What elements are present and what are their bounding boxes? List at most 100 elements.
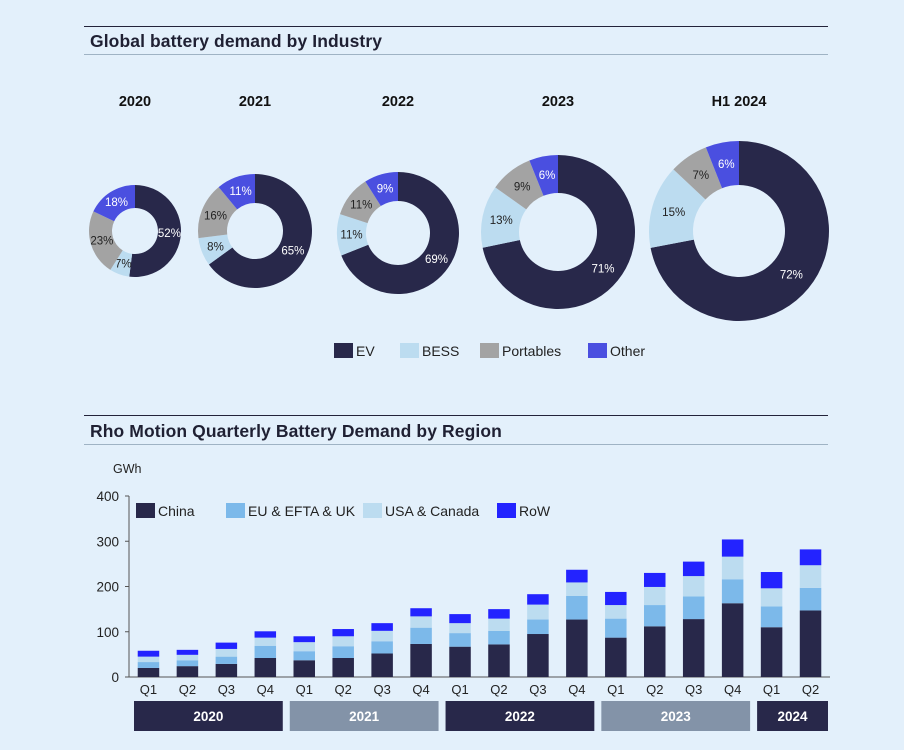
x-tick-label: Q3 [373, 682, 390, 697]
bar-segment-eu-efta-uk [410, 627, 432, 644]
legend-swatch-usa-canada [363, 503, 382, 518]
bar-segment-usa-canada [254, 637, 277, 646]
donut-year-label: 2022 [382, 94, 414, 110]
donut-slice-ev [482, 155, 635, 309]
bar-segment-china [176, 666, 199, 677]
bar-segment-eu-efta-uk [176, 660, 199, 667]
bar-segment-eu-efta-uk [527, 619, 549, 635]
bar-segment-usa-canada [176, 654, 199, 661]
bar-segment-eu-efta-uk [799, 587, 822, 611]
donut-slice-other [365, 172, 398, 206]
donut-slice-bess [110, 250, 133, 277]
donut-slice-portables [89, 211, 123, 270]
bar-segment-eu-efta-uk [682, 596, 705, 620]
donut-year-label: H1 2024 [712, 94, 767, 110]
year-group-box [289, 701, 439, 731]
legend-label-other: Other [610, 343, 645, 359]
bar-segment-eu-efta-uk [137, 662, 160, 668]
donut-data-label: 8% [207, 242, 224, 254]
donut-slice-portables [339, 181, 381, 224]
top-section-rule [84, 26, 828, 27]
donut-data-label: 71% [592, 264, 615, 276]
bar-segment-usa-canada [527, 604, 549, 620]
x-tick-label: Q3 [685, 682, 702, 697]
donut-slice-ev [129, 185, 182, 277]
bar-segment-usa-canada [644, 586, 666, 606]
legend-label-china: China [158, 503, 195, 519]
year-group-box [601, 701, 751, 731]
donut-data-label: 18% [105, 197, 128, 209]
donut-data-label: 11% [350, 199, 372, 211]
bar-segment-china [566, 619, 588, 677]
donut-slice-bess [480, 187, 527, 248]
bar-segment-usa-canada [449, 623, 471, 634]
y-tick-label: 400 [96, 489, 119, 504]
donut-data-label: 16% [204, 210, 227, 222]
bar-segment-china [254, 657, 277, 677]
legend-label-row: RoW [519, 503, 551, 519]
bar-segment-usa-canada [605, 605, 627, 619]
bar-segment-usa-canada [721, 556, 744, 580]
legend-swatch-portables [480, 343, 499, 358]
bar-segment-eu-efta-uk [488, 630, 510, 645]
x-tick-label: Q4 [412, 682, 429, 697]
y-tick-label: 300 [96, 534, 119, 549]
bar-segment-china [371, 653, 393, 677]
x-tick-label: Q4 [257, 682, 274, 697]
bar-segment-usa-canada [215, 648, 238, 657]
x-tick-label: Q1 [140, 682, 157, 697]
donut-data-label: 15% [662, 207, 685, 219]
bar-segment-eu-efta-uk [605, 618, 627, 638]
x-tick-label: Q2 [490, 682, 507, 697]
donut-slice-portables [673, 147, 723, 200]
bar-segment-china [488, 644, 510, 677]
bar-segment-row [137, 650, 160, 657]
bar-segment-row [254, 631, 277, 638]
bar-segment-usa-canada [293, 642, 315, 652]
bar-segment-usa-canada [682, 576, 705, 597]
donut-slice-other [529, 155, 558, 196]
bar-segment-usa-canada [371, 630, 393, 642]
donut-data-label: 72% [780, 269, 803, 281]
bar-segment-china [721, 603, 744, 677]
donut-data-label: 6% [539, 170, 556, 182]
x-tick-label: Q4 [568, 682, 585, 697]
y-tick-label: 200 [96, 580, 119, 595]
bar-segment-china [760, 627, 783, 677]
bar-segment-eu-efta-uk [215, 656, 238, 664]
bar-segment-row [215, 642, 238, 649]
bar-segment-usa-canada [799, 565, 822, 588]
donut-slice-bess [336, 214, 369, 256]
legend-swatch-china [136, 503, 155, 518]
bar-segment-eu-efta-uk [371, 641, 393, 654]
donut-slice-other [705, 141, 739, 189]
bar-segment-eu-efta-uk [254, 645, 277, 658]
x-tick-label: Q1 [296, 682, 313, 697]
bar-segment-usa-canada [137, 656, 160, 663]
bar-segment-china [293, 660, 315, 677]
donut-slice-ev [650, 141, 830, 322]
bar-segment-eu-efta-uk [449, 633, 471, 647]
bar-segment-usa-canada [488, 618, 510, 631]
bar-segment-usa-canada [410, 616, 432, 628]
donut-slice-bess [198, 234, 233, 265]
year-group-label: 2024 [778, 709, 809, 724]
bar-segment-row [566, 569, 588, 583]
bottom-section-rule [84, 415, 828, 416]
bar-segment-china [527, 634, 549, 677]
donut-data-label: 11% [230, 186, 252, 198]
x-tick-label: Q3 [218, 682, 235, 697]
donut-data-label: 69% [425, 254, 448, 266]
donut-data-label: 13% [490, 215, 513, 227]
donut-year-label: 2020 [119, 94, 151, 110]
x-tick-label: Q2 [335, 682, 352, 697]
legend-swatch-eu-efta-uk [226, 503, 245, 518]
donut-slice-bess [649, 169, 706, 248]
y-tick-label: 0 [111, 670, 119, 685]
x-tick-label: Q3 [529, 682, 546, 697]
bar-segment-usa-canada [566, 582, 588, 597]
bar-segment-row [605, 591, 627, 606]
bar-segment-eu-efta-uk [566, 596, 588, 620]
x-tick-label: Q1 [451, 682, 468, 697]
